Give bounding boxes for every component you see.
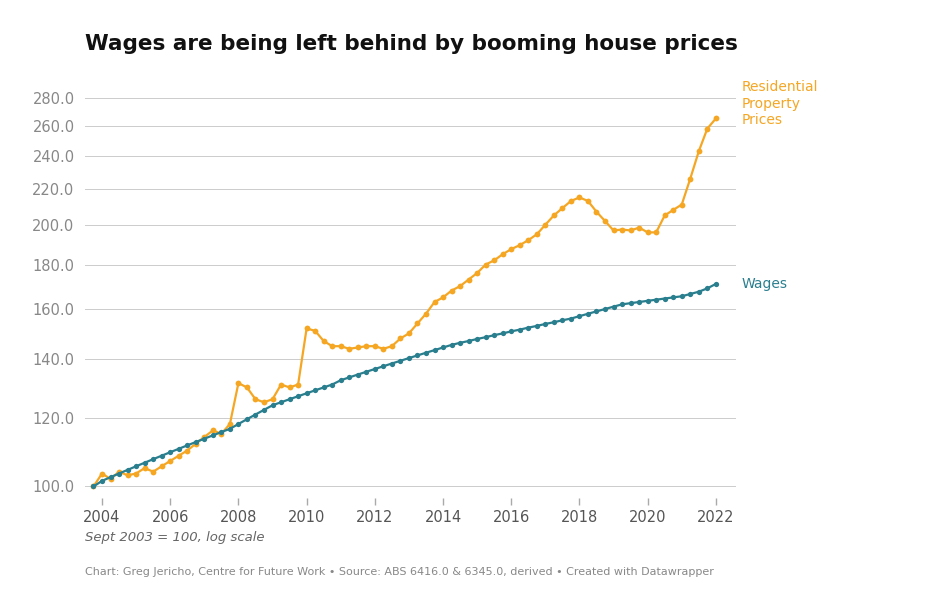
Text: Wages are being left behind by booming house prices: Wages are being left behind by booming h… <box>85 34 738 54</box>
Text: Sept 2003 = 100, log scale: Sept 2003 = 100, log scale <box>85 531 264 544</box>
Text: Residential
Property
Prices: Residential Property Prices <box>741 80 818 127</box>
Text: Chart: Greg Jericho, Centre for Future Work • Source: ABS 6416.0 & 6345.0, deriv: Chart: Greg Jericho, Centre for Future W… <box>85 567 714 577</box>
Text: Wages: Wages <box>741 277 787 291</box>
